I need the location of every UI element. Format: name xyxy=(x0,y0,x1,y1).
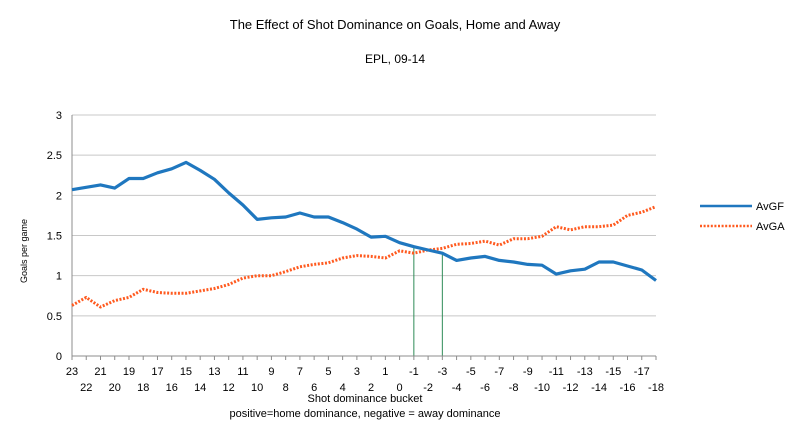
reference-lines xyxy=(413,246,443,356)
y-tick-label: 2.5 xyxy=(47,150,62,162)
series-line-avga xyxy=(71,205,657,309)
y-tick-label: 1 xyxy=(56,271,62,283)
axes xyxy=(71,115,657,360)
y-tick-label: 0 xyxy=(56,351,62,363)
y-tick-label: 2 xyxy=(56,190,62,202)
legend-label-avgf: AvGF xyxy=(756,201,784,213)
x-tick-label: 21 xyxy=(94,366,106,378)
y-tick-label: 0.5 xyxy=(47,311,62,323)
series-line-avgf xyxy=(71,160,657,282)
x-tick-label: 16 xyxy=(166,382,178,394)
x-tick-label: -16 xyxy=(620,382,636,394)
chart-subtitle: EPL, 09-14 xyxy=(365,52,425,66)
legend-label-avga: AvGA xyxy=(756,221,785,233)
y-tick-label: 3 xyxy=(56,110,62,122)
x-tick-label: 11 xyxy=(237,366,248,378)
x-tick-label: 17 xyxy=(151,366,163,378)
chart-title: The Effect of Shot Dominance on Goals, H… xyxy=(230,17,561,32)
x-tick-label: -4 xyxy=(452,382,462,394)
x-tick-label: -8 xyxy=(509,382,519,394)
x-tick-label: -9 xyxy=(523,366,533,378)
x-tick-label: 1 xyxy=(382,366,388,378)
x-tick-label: 0 xyxy=(397,382,403,394)
x-tick-label: 10 xyxy=(251,382,263,394)
y-axis-label: Goals per game xyxy=(19,219,29,283)
x-tick-label: -17 xyxy=(634,366,650,378)
x-tick-label: 13 xyxy=(208,366,220,378)
x-tick-label: 14 xyxy=(194,382,206,394)
x-tick-label: -11 xyxy=(549,366,564,378)
x-tick-label: -6 xyxy=(480,382,490,394)
x-tick-label: 9 xyxy=(268,366,274,378)
x-tick-label: 12 xyxy=(223,382,235,394)
x-tick-label: 7 xyxy=(297,366,303,378)
x-axis-label: Shot dominance bucket xyxy=(308,393,423,405)
x-tick-label: -13 xyxy=(577,366,593,378)
x-tick-label: 20 xyxy=(109,382,121,394)
x-tick-label: 5 xyxy=(325,366,331,378)
x-tick-label: -18 xyxy=(648,382,664,394)
x-tick-label: -1 xyxy=(409,366,419,378)
x-tick-label: 19 xyxy=(123,366,135,378)
legend: AvGF AvGA xyxy=(700,201,785,233)
x-tick-label: 23 xyxy=(66,366,78,378)
x-tick-label: -3 xyxy=(437,366,447,378)
x-tick-label: 3 xyxy=(354,366,360,378)
x-tick-label: -15 xyxy=(605,366,621,378)
x-tick-label: 2 xyxy=(368,382,374,394)
x-tick-label: 8 xyxy=(283,382,289,394)
x-tick-label: 4 xyxy=(340,382,346,394)
series-layer xyxy=(71,160,657,309)
x-tick-label: 18 xyxy=(137,382,149,394)
x-tick-label: -5 xyxy=(466,366,476,378)
x-tick-label: 22 xyxy=(80,382,92,394)
y-tick-label: 1.5 xyxy=(47,231,62,243)
x-tick-label: -2 xyxy=(423,382,433,394)
x-tick-label: -7 xyxy=(494,366,504,378)
gridlines xyxy=(72,114,656,317)
x-tick-labels: 23222120191817161514131211109876543210-1… xyxy=(66,366,664,394)
x-axis-sublabel: positive=home dominance, negative = away… xyxy=(230,408,501,420)
y-tick-labels: 0 0.5 1 1.5 2 2.5 3 xyxy=(47,110,62,363)
x-tick-label: -12 xyxy=(563,382,579,394)
x-tick-label: 6 xyxy=(311,382,317,394)
x-tick-label: 15 xyxy=(180,366,192,378)
x-tick-label: -10 xyxy=(534,382,550,394)
x-tick-label: -14 xyxy=(591,382,607,394)
